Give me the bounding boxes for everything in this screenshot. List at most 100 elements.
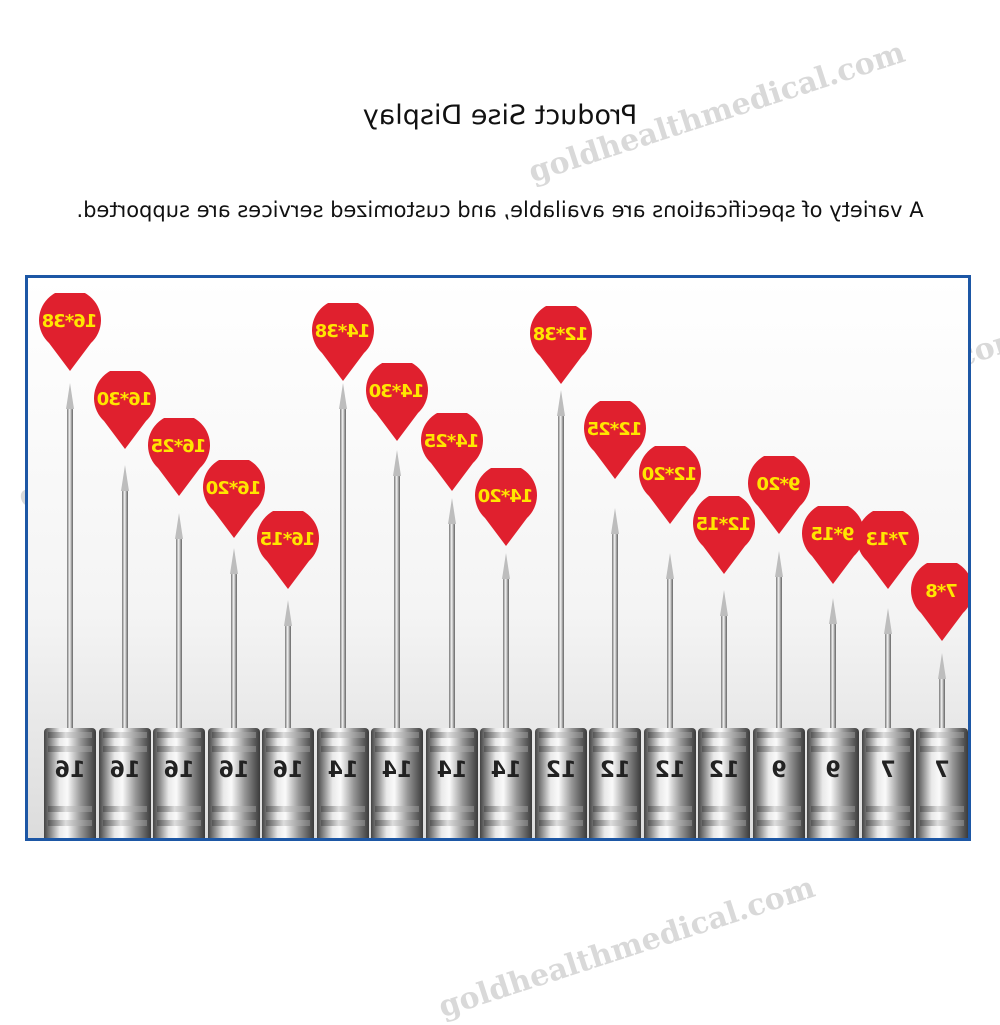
- size-pin-marker: 12*38: [529, 306, 592, 384]
- needle-tip: [338, 383, 347, 409]
- size-label: 16*38: [42, 311, 98, 332]
- hub-ring: [484, 820, 528, 826]
- size-pin-marker: 12*25: [584, 401, 646, 479]
- needle-hub: 14: [316, 728, 369, 838]
- hub-ring: [320, 732, 365, 738]
- size-label: 12*15: [696, 514, 752, 535]
- hub-gauge-number: 16: [218, 758, 249, 783]
- hub-gauge-number: 14: [381, 758, 413, 783]
- pin-marker-shape: [39, 293, 101, 371]
- size-pin-marker: 14*20: [475, 468, 537, 546]
- hub-gauge-number: 12: [545, 758, 576, 783]
- needle-16x38: 16: [42, 383, 98, 838]
- hub-ring: [484, 746, 528, 752]
- needle-shaft: [448, 522, 455, 728]
- hub-ring: [538, 806, 583, 812]
- size-pin-marker: 16*25: [148, 418, 210, 496]
- hub-ring: [375, 806, 419, 812]
- hub-ring: [702, 746, 746, 752]
- needle-tip: [175, 513, 183, 539]
- hub-ring: [375, 746, 419, 752]
- needle-12x25: 12: [587, 508, 643, 838]
- needle-shaft: [503, 577, 509, 728]
- hub-ring: [484, 806, 528, 812]
- needle-tip: [447, 498, 456, 524]
- pin-marker-shape: [93, 371, 156, 449]
- needle-shaft: [612, 532, 618, 728]
- needle-hub: 14: [371, 728, 423, 838]
- size-label: 12*25: [587, 419, 643, 440]
- hub-ring: [593, 746, 637, 752]
- needle-hub: 12: [589, 728, 641, 838]
- needle-16x30: 16: [97, 465, 153, 838]
- needle-shaft: [339, 407, 346, 728]
- needle-tip: [829, 598, 837, 624]
- size-pin-marker: 9*20: [747, 456, 810, 534]
- needle-hub: 12: [534, 728, 587, 838]
- hub-ring: [429, 746, 474, 752]
- needle-14x25: 14: [424, 498, 480, 838]
- hub-ring: [811, 806, 855, 812]
- needle-hub: 9: [807, 728, 859, 838]
- hub-ring: [538, 746, 583, 752]
- needle-tip: [938, 653, 946, 679]
- needle-hub: 7: [861, 728, 914, 838]
- size-label: 12*20: [642, 464, 697, 485]
- size-label: 16*20: [206, 478, 261, 499]
- size-label: 7*8: [926, 581, 958, 602]
- pin-marker-shape: [311, 303, 374, 381]
- size-pin-marker: 16*15: [257, 511, 319, 589]
- hub-gauge-number: 12: [708, 758, 740, 783]
- size-label: 16*15: [260, 529, 316, 550]
- pin-marker-shape: [420, 413, 483, 491]
- needle-shaft: [176, 537, 182, 728]
- needle-12x20: 12: [642, 553, 698, 838]
- hub-ring: [647, 746, 692, 752]
- hub-ring: [157, 746, 201, 752]
- pin-marker-shape: [693, 496, 755, 574]
- hub-ring: [920, 746, 964, 752]
- hub-gauge-number: 16: [163, 758, 195, 783]
- needle-tip: [665, 553, 674, 579]
- needle-hub: 14: [480, 728, 532, 838]
- needle-16x15: 16: [260, 600, 316, 838]
- needle-16x25: 16: [151, 513, 207, 838]
- hub-ring: [647, 732, 692, 738]
- needle-9x15: 9: [805, 598, 861, 838]
- hub-ring: [865, 746, 910, 752]
- hub-ring: [211, 806, 256, 812]
- hub-ring: [375, 820, 419, 826]
- hub-ring: [920, 732, 964, 738]
- hub-ring: [811, 820, 855, 826]
- needle-tip: [120, 465, 129, 491]
- pin-marker-shape: [366, 363, 428, 441]
- needle-16x20: 16: [206, 548, 262, 838]
- needle-hub: 16: [153, 728, 205, 838]
- hub-gauge-number: 9: [770, 758, 787, 783]
- needle-tip: [284, 600, 292, 626]
- needle-12x38: 12: [533, 390, 589, 838]
- hub-ring: [538, 820, 583, 826]
- needle-shaft: [285, 624, 291, 728]
- size-label: 9*20: [757, 474, 800, 495]
- hub-ring: [48, 732, 92, 738]
- size-pin-marker: 14*38: [311, 303, 374, 381]
- needle-14x20: 14: [478, 553, 534, 838]
- needle-shaft: [557, 414, 564, 728]
- needle-hub: 16: [98, 728, 151, 838]
- hub-ring: [865, 732, 910, 738]
- hub-ring: [811, 732, 855, 738]
- hub-ring: [593, 820, 637, 826]
- hub-ring: [702, 732, 746, 738]
- needle-shaft: [394, 474, 400, 728]
- hub-ring: [102, 746, 147, 752]
- size-label: 14*30: [369, 381, 425, 402]
- hub-ring: [756, 732, 801, 738]
- size-label: 9*15: [811, 524, 855, 545]
- size-label: 14*25: [424, 431, 479, 452]
- hub-ring: [538, 732, 583, 738]
- hub-ring: [593, 732, 637, 738]
- needle-shaft: [666, 577, 673, 728]
- pin-marker-shape: [202, 460, 265, 538]
- size-label: 16*30: [97, 389, 152, 410]
